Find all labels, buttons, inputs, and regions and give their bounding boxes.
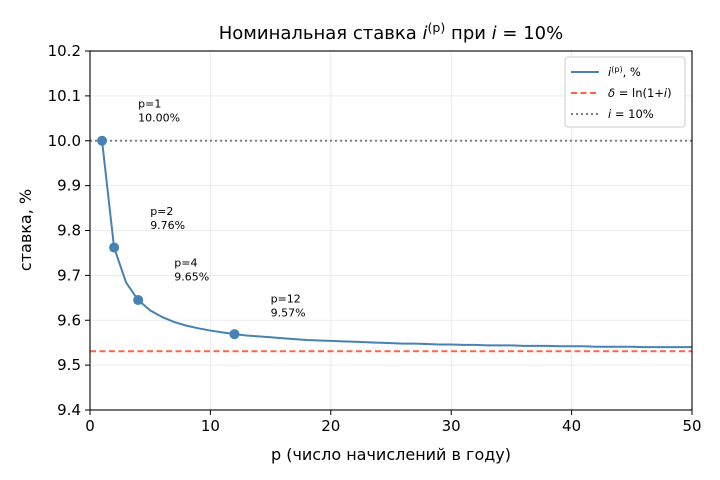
legend-text: = ln(1+	[615, 86, 664, 100]
y-tick-label: 10.2	[48, 42, 81, 60]
title-superscript: (p)	[428, 20, 446, 35]
annotation-value: 9.76%	[150, 219, 185, 232]
x-tick-label: 10	[201, 417, 220, 435]
annotation-label: p=1	[138, 97, 161, 110]
legend-label-1: δ = ln(1+i)	[608, 86, 672, 100]
y-tick-label: 9.9	[57, 177, 81, 195]
legend-symbol: i	[664, 86, 668, 100]
title-symbol: i	[422, 23, 427, 44]
legend-symbol: δ	[608, 86, 615, 100]
y-tick-label: 10.1	[48, 87, 81, 105]
legend-symbol: i	[608, 107, 612, 121]
legend-label-2: i = 10%	[608, 107, 654, 121]
annotation-value: 9.57%	[271, 307, 306, 320]
annotation-label: p=4	[174, 257, 197, 270]
title-symbol: i	[492, 23, 497, 44]
y-tick-label: 10.0	[48, 132, 81, 150]
y-tick-label: 9.5	[57, 356, 81, 374]
x-tick-label: 50	[682, 417, 701, 435]
legend-symbol: i	[608, 65, 612, 79]
annotations-layer: p=110.00% p=29.76% p=49.65% p=129.57%	[138, 97, 305, 319]
data-point-marker	[133, 295, 144, 306]
legend-superscript: (p)	[611, 65, 622, 74]
ticks-layer: 0 10 20 30 40 50 9.4 9.5 9.6 9.7 9.8 9.9 10.0 10.1 10.…	[48, 42, 702, 435]
legend-label-0: i(p), %	[608, 65, 641, 80]
x-axis-label: p (число начислений в году)	[271, 445, 511, 464]
annotation-label: p=2	[150, 205, 173, 218]
title-text: Номинальная ставка	[219, 23, 423, 44]
x-tick-label: 40	[562, 417, 581, 435]
legend-text: = 10%	[611, 107, 654, 121]
markers-layer	[97, 135, 240, 340]
title-text: = 10%	[497, 23, 564, 44]
data-point-marker	[109, 242, 120, 253]
y-tick-label: 9.6	[57, 311, 81, 329]
data-point-marker	[229, 329, 240, 340]
x-tick-label: 20	[321, 417, 340, 435]
annotation-value: 10.00%	[138, 111, 180, 124]
annotation-label: p=12	[271, 293, 301, 306]
y-tick-label: 9.4	[57, 401, 81, 419]
y-axis-label: ставка, %	[16, 189, 35, 271]
chart-title: Номинальная ставка i(p) при i = 10%	[219, 20, 563, 45]
x-tick-label: 30	[442, 417, 461, 435]
series-layer	[90, 139, 692, 353]
legend: i(p), %δ = ln(1+i)i = 10%	[564, 56, 686, 128]
y-tick-label: 9.7	[57, 266, 81, 284]
annotation-value: 9.65%	[174, 271, 209, 284]
title-text: при	[445, 23, 491, 44]
legend-text: , %	[623, 65, 641, 79]
y-tick-label: 9.8	[57, 222, 81, 240]
series-line-0	[101, 140, 692, 349]
x-tick-label: 0	[85, 417, 95, 435]
legend-box	[564, 56, 686, 128]
data-point-marker	[97, 135, 108, 146]
legend-text: )	[667, 86, 672, 100]
